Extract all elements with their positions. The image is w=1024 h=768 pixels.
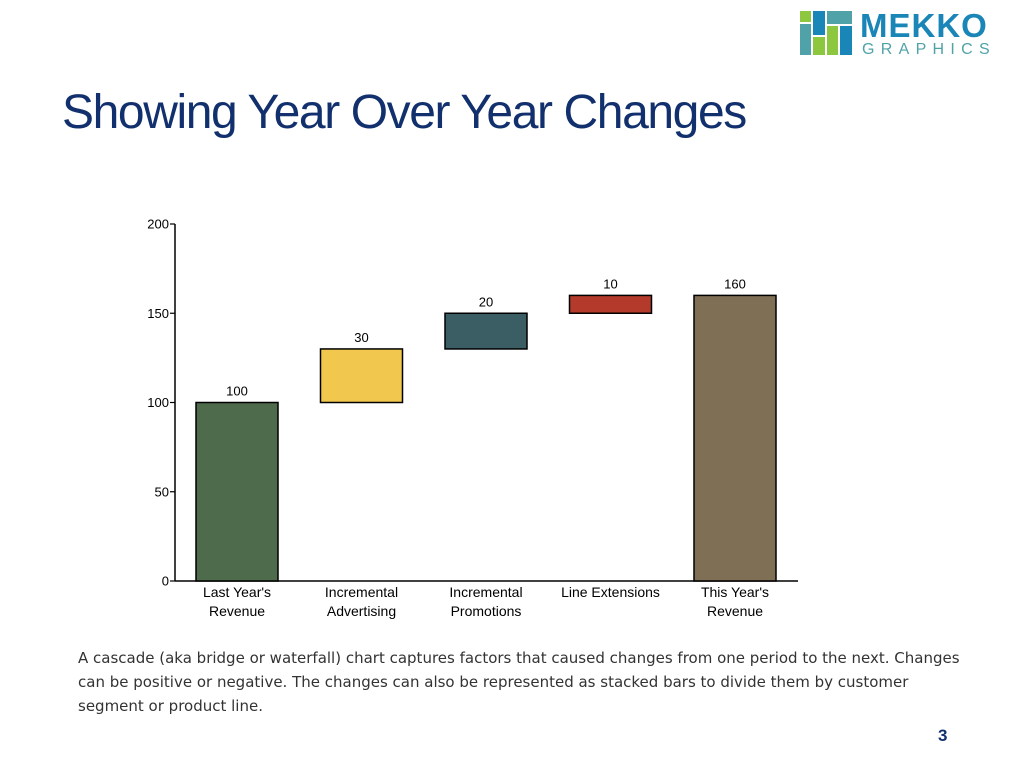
waterfall-bar: [568, 294, 653, 314]
slide-title: Showing Year Over Year Changes: [62, 86, 747, 139]
waterfall-bar: [319, 348, 404, 404]
x-category-label: Incremental Advertising: [325, 584, 398, 619]
x-category-label: Last Year's Revenue: [203, 584, 271, 619]
mekko-logo-mark-icon: [800, 11, 852, 55]
logo-wordmark: MEKKO: [860, 7, 988, 44]
x-category-label: This Year's Revenue: [701, 584, 769, 619]
bar-value-label: 100: [226, 384, 248, 399]
logo-subtitle: GRAPHICS: [862, 41, 996, 58]
bar-value-label: 160: [724, 276, 746, 291]
slide-caption: A cascade (aka bridge or waterfall) char…: [78, 649, 960, 715]
y-tick-label: 100: [147, 395, 169, 410]
page-number: 3: [938, 726, 948, 745]
bar-value-label: 30: [354, 330, 368, 345]
y-tick-label: 50: [155, 484, 169, 499]
waterfall-bar: [693, 294, 777, 582]
mekko-graphics-logo: MEKKO GRAPHICS: [800, 7, 1010, 59]
x-category-label: Incremental Promotions: [449, 584, 522, 619]
x-category-label: Line Extensions: [561, 584, 660, 600]
y-tick-label: 150: [147, 306, 169, 321]
bar-value-label: 10: [603, 276, 617, 291]
waterfall-bar: [444, 312, 528, 350]
y-tick-label: 200: [147, 217, 169, 232]
waterfall-bar: [195, 401, 279, 582]
bar-value-label: 20: [479, 294, 493, 309]
y-tick-label: 0: [162, 574, 169, 589]
